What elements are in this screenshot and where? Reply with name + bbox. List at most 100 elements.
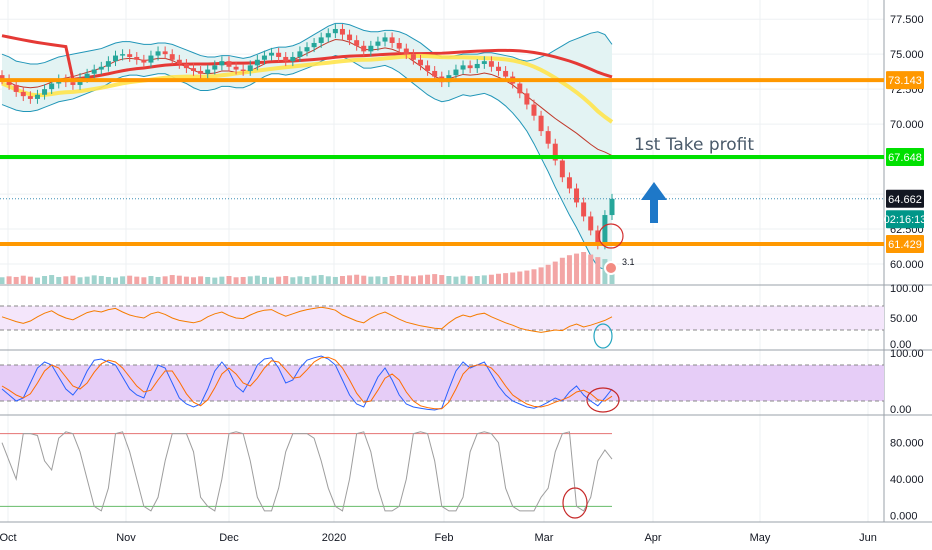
band-fill [2,23,612,270]
volume-bar [183,276,189,284]
upper-band-line [1,22,613,65]
volume-bar [70,275,76,284]
volume-bar [531,269,537,284]
candle-body [269,52,275,56]
volume-bars [0,252,615,284]
volume-bar [84,276,90,284]
candle-body [290,56,296,62]
candle-body [595,230,601,245]
volume-bar [283,276,289,284]
volume-bar [439,275,445,284]
volume-bar [120,276,126,284]
volume-bar [233,277,239,284]
candle-body [0,75,5,80]
candle-body [148,55,154,63]
panel-y-tick: 80.000 [890,438,924,450]
candle-body [481,61,487,64]
volume-bar [247,276,253,284]
candle-body [361,45,367,52]
panel-y-tick: 0.00 [890,404,911,416]
candle-body [460,65,466,70]
stoch-circle [586,387,620,413]
volume-bar [417,275,423,284]
volume-bar [481,275,487,284]
volume-bar [105,276,111,284]
volume-bar [396,275,402,284]
candle-body [354,40,360,46]
volume-bar [304,276,310,284]
volume-bar [545,264,551,284]
volume-bar [56,276,62,284]
volume-bar [311,275,317,284]
candle-body [127,54,133,57]
x-tick-label: Apr [644,532,661,544]
volume-bar [410,276,416,284]
candle-body [283,56,289,62]
volume-bar [20,275,26,284]
volume-bar [198,276,204,284]
candle-body [417,59,423,66]
candle-body [403,48,409,55]
volume-bar [339,276,345,284]
candle-body [120,54,126,56]
candle-body [432,70,438,77]
volume-bar [261,276,267,284]
price-tag-label: 73.143 [888,75,922,87]
candle-body [559,160,565,178]
rsi-circle [593,323,613,349]
panel-y-tick: 0.00 [890,339,911,351]
x-tick-label: Nov [116,532,136,544]
candle-body [141,59,147,63]
volume-bar [382,276,388,284]
candle-body [588,216,594,231]
volume-bar [27,276,33,284]
candle-body [425,65,431,71]
volume-bar [552,261,558,284]
volume-bar [432,274,438,284]
dividend-marker [604,261,618,275]
volume-bar [574,253,580,284]
candle-body [233,66,239,70]
candle-body [368,45,374,52]
volume-bar [318,275,324,284]
volume-bar [488,274,494,284]
panel-y-tick: 100.00 [890,283,924,295]
volume-bar [134,276,140,284]
volume-bar [0,277,5,284]
candle-body [49,83,55,90]
y-tick-label: 77.500 [890,14,924,26]
volume-bar [453,276,459,284]
candle-body [276,52,282,57]
up-arrow-icon [641,182,667,223]
candle-body [105,61,111,67]
candle-body [254,59,260,66]
volume-bar [375,276,381,284]
volume-bar [403,275,409,284]
candle-body [488,61,494,67]
volume-bar [155,276,161,284]
candle-body [474,63,480,69]
stoch-d-line [1,356,613,410]
volume-bar [63,276,69,284]
panel-y-tick: 100.00 [890,348,924,360]
volume-bar [332,276,338,284]
volume-bar [13,276,19,284]
volume-bar [467,276,473,284]
price-tag [886,189,924,208]
candle-body [609,198,615,216]
x-tick-label: Jun [859,532,877,544]
candle-body [70,82,76,85]
candle-body [517,83,523,94]
indicator-panels [0,305,884,512]
volume-bar [42,276,48,284]
volume-bar [162,276,168,284]
volume-bar [425,274,431,284]
candle-body [410,54,416,60]
candle-body [155,51,161,56]
candle-body [318,37,324,43]
volume-bar [219,276,225,284]
candle-body [382,37,388,42]
panel-y-tick: 0.000 [890,510,918,522]
volume-bar [517,271,523,284]
